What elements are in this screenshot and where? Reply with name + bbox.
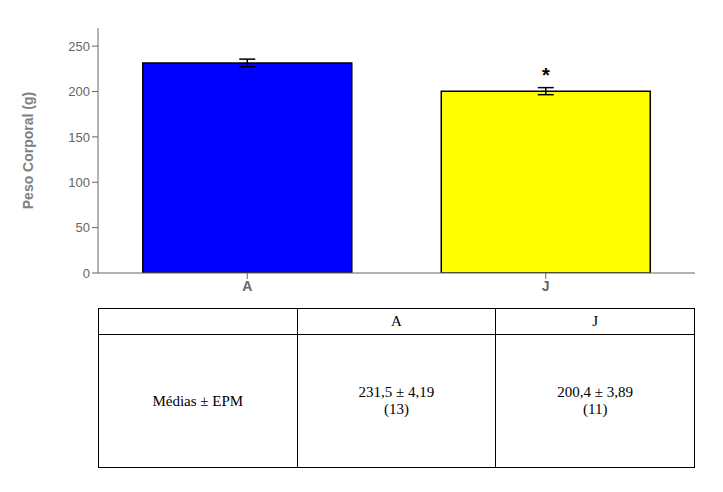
svg-text:200: 200 [68, 84, 90, 99]
svg-text:250: 250 [68, 39, 90, 54]
html-text:A: A [391, 313, 402, 329]
html-text:231,5 ± 4,19 (13): 231,5 ± 4,19 (13) [358, 384, 435, 417]
svg-text:100: 100 [68, 175, 90, 190]
html-text:Médias ± EPM: Médias ± EPM [152, 392, 244, 409]
svg-text:A: A [242, 278, 252, 294]
html-text:J: J [592, 313, 599, 329]
svg-text:J: J [542, 278, 550, 294]
svg-text:0: 0 [83, 266, 90, 281]
html-text:200,4 ± 3,89 (11): 200,4 ± 3,89 (11) [557, 384, 633, 417]
svg-text:150: 150 [68, 130, 90, 145]
svg-text:50: 50 [76, 220, 90, 235]
svg-text:*: * [542, 64, 550, 86]
svg-text:Peso Corporal (g): Peso Corporal (g) [20, 92, 36, 209]
